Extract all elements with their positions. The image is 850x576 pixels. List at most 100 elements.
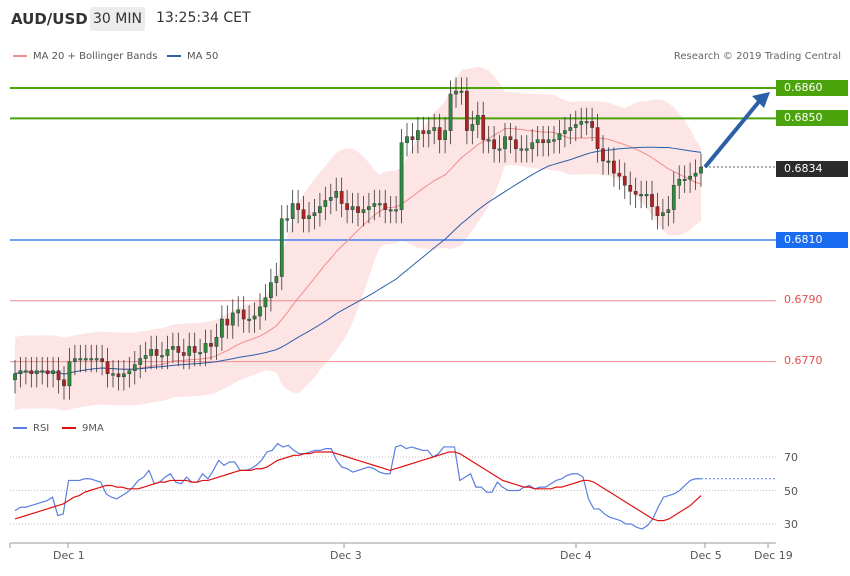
x-tick-dec-19: Dec 19 <box>754 549 793 562</box>
candle <box>67 347 72 400</box>
candle <box>399 129 404 224</box>
rsi-tick-30: 30 <box>784 518 798 531</box>
candle <box>230 299 235 339</box>
candle-body <box>416 130 420 140</box>
candle-body <box>655 206 660 216</box>
candle <box>176 332 181 367</box>
candle <box>388 195 393 224</box>
candle-body <box>443 130 447 140</box>
rsi-tick-70: 70 <box>784 451 798 464</box>
candle <box>56 357 61 394</box>
candle-body <box>132 364 137 371</box>
candle-body <box>682 178 687 181</box>
candle <box>334 177 339 212</box>
candle-body <box>181 352 186 356</box>
candle <box>454 77 458 108</box>
bollinger-band-area <box>15 66 701 411</box>
candle <box>546 126 551 157</box>
candle-body <box>459 90 464 93</box>
candle-body <box>394 209 398 212</box>
candle-body <box>563 130 567 134</box>
x-tick-dec-4: Dec 4 <box>560 549 592 562</box>
candle-body <box>51 370 55 375</box>
candle-body <box>590 121 594 128</box>
legend-ma50: MA 50 <box>167 51 218 62</box>
candle-body <box>628 185 633 192</box>
candle-body <box>198 352 202 355</box>
candle-body <box>165 349 170 356</box>
candle <box>13 360 17 394</box>
candle <box>247 305 251 333</box>
candle-body <box>154 349 159 356</box>
candle-body <box>339 191 344 204</box>
candle <box>410 122 415 154</box>
candle <box>361 195 366 227</box>
candle-body <box>350 206 355 210</box>
candle <box>372 189 377 221</box>
candle <box>192 332 197 367</box>
candle-body <box>601 148 605 162</box>
candle-body <box>595 127 600 150</box>
candle-body <box>688 175 692 180</box>
candle <box>236 296 241 327</box>
candle <box>503 122 507 163</box>
price-label-resistance-2: 0.6860 <box>776 80 848 96</box>
candle <box>301 195 306 233</box>
candle-body <box>666 209 671 213</box>
candle-body <box>89 358 94 361</box>
candles <box>13 77 703 400</box>
candle-body <box>241 309 246 320</box>
candle-body <box>361 209 366 213</box>
candle <box>628 171 633 206</box>
arrow-shaft <box>703 96 764 169</box>
candle-body <box>410 136 415 140</box>
candle-body <box>405 136 409 143</box>
candle <box>105 347 110 388</box>
candle-body <box>290 203 295 219</box>
candle <box>187 332 192 370</box>
candle-body <box>209 343 213 347</box>
candle <box>29 357 34 388</box>
rsi-panel <box>10 442 776 530</box>
candle-body <box>345 203 349 210</box>
candle-body <box>247 318 251 321</box>
candle <box>307 202 311 233</box>
candle-body <box>230 312 235 326</box>
legend-ma-bb: MA 20 + Bollinger Bands <box>13 51 157 62</box>
candle-body <box>160 355 164 358</box>
candle-body <box>45 370 50 375</box>
candle <box>612 147 616 187</box>
candle-body <box>606 160 611 163</box>
candle <box>116 360 121 391</box>
candle-body <box>34 370 39 375</box>
candle-body <box>138 358 143 365</box>
candle-body <box>693 172 698 177</box>
candle <box>481 101 486 154</box>
candle <box>209 329 213 361</box>
candle-body <box>67 361 72 387</box>
candle <box>214 323 219 361</box>
candle-body <box>481 115 486 140</box>
candle-body <box>399 142 404 210</box>
candle <box>220 305 224 351</box>
candle-body <box>519 148 524 151</box>
rsi-legend: RSI <box>13 423 49 434</box>
candle-body <box>454 90 458 95</box>
candle <box>432 113 437 145</box>
candle-body <box>318 206 322 213</box>
candle <box>497 135 502 163</box>
candle <box>383 189 388 224</box>
candle <box>100 344 104 376</box>
candle <box>524 135 529 163</box>
candle-body <box>372 203 377 207</box>
candle <box>258 293 262 330</box>
candle-body <box>187 346 192 356</box>
price-label-support-2: 0.6790 <box>784 293 823 306</box>
timeframe-badge[interactable]: 30 MIN <box>90 7 145 31</box>
candle <box>269 268 273 312</box>
level-lines <box>10 87 776 363</box>
candle-body <box>296 203 300 210</box>
candle-body <box>56 370 61 381</box>
legend-label-ma50: MA 50 <box>187 51 219 62</box>
